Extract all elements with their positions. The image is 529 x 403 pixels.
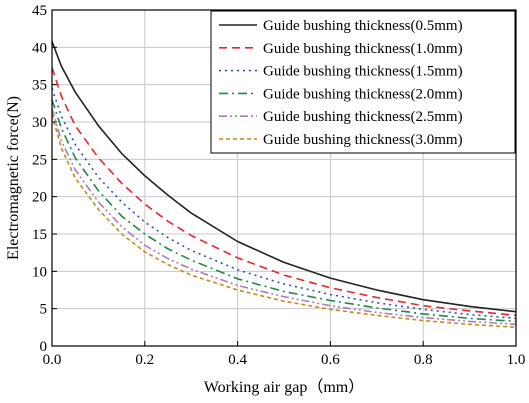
plot-frame bbox=[51, 9, 517, 347]
x-tick-label: 0.0 bbox=[43, 352, 62, 368]
series-lines bbox=[51, 41, 517, 329]
legend-label-5: Guide bushing thickness(2.5mm) bbox=[263, 109, 463, 125]
series-line-2 bbox=[51, 67, 517, 317]
series-line-3 bbox=[51, 88, 517, 320]
x-tick-label: 0.2 bbox=[135, 352, 154, 368]
y-tick-label: 15 bbox=[32, 227, 47, 243]
y-tick-label: 45 bbox=[32, 3, 47, 19]
x-tick-label: 1.0 bbox=[507, 352, 526, 368]
y-tick-label: 30 bbox=[32, 115, 47, 131]
y-tick-label: 40 bbox=[32, 40, 47, 56]
y-tick-label: 0 bbox=[40, 339, 48, 355]
x-axis-ticks: 0.0 0.2 0.4 0.6 0.8 1.0 bbox=[43, 341, 526, 368]
x-tick-label: 0.6 bbox=[321, 352, 340, 368]
y-tick-label: 10 bbox=[32, 264, 47, 280]
y-axis-title: Electromagnetic force(N) bbox=[5, 96, 22, 260]
y-axis-ticks: 0 5 10 15 20 25 30 35 40 45 bbox=[32, 3, 57, 355]
y-tick-label: 25 bbox=[32, 152, 47, 168]
x-tick-label: 0.8 bbox=[414, 352, 433, 368]
legend-label-2: Guide bushing thickness(1.0mm) bbox=[263, 41, 463, 57]
y-tick-label: 35 bbox=[32, 78, 47, 94]
legend-box bbox=[210, 10, 516, 154]
y-tick-label: 5 bbox=[40, 302, 48, 318]
legend-label-1: Guide bushing thickness(0.5mm) bbox=[263, 18, 463, 34]
legend-label-6: Guide bushing thickness(3.0mm) bbox=[263, 132, 463, 148]
series-line-1 bbox=[51, 41, 517, 313]
series-line-4 bbox=[51, 99, 517, 323]
x-tick-label: 0.4 bbox=[228, 352, 247, 368]
legend: Guide bushing thickness(0.5mm) Guide bush… bbox=[210, 10, 516, 154]
y-tick-label: 20 bbox=[32, 190, 47, 206]
legend-label-4: Guide bushing thickness(2.0mm) bbox=[263, 86, 463, 102]
series-line-6 bbox=[51, 114, 517, 329]
x-axis-title: Working air gap（mm） bbox=[204, 378, 364, 396]
legend-label-3: Guide bushing thickness(1.5mm) bbox=[263, 64, 463, 80]
series-line-5 bbox=[51, 108, 517, 326]
